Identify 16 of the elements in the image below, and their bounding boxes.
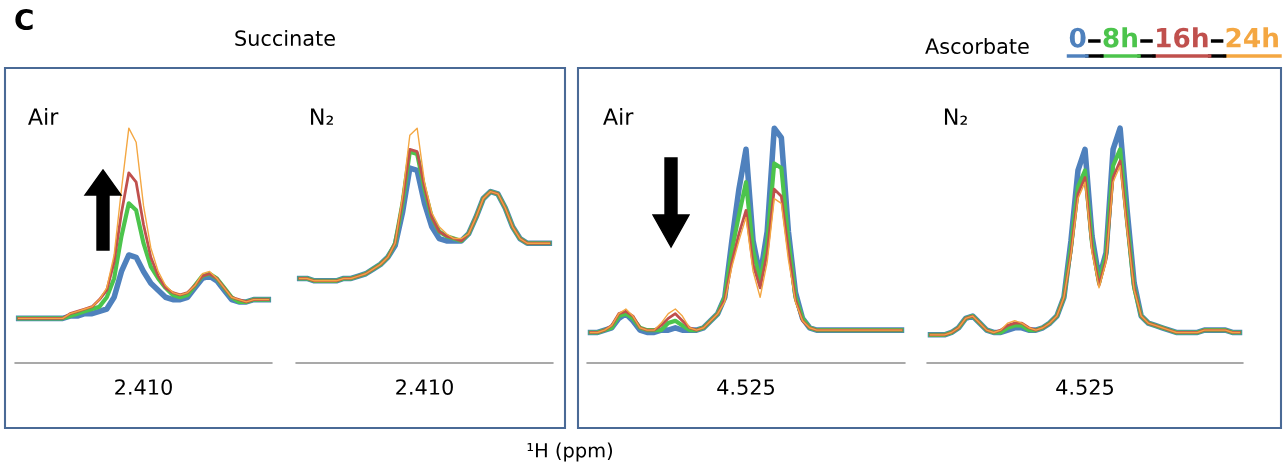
text: Air [28, 107, 59, 125]
chart-title: Ascorbate [925, 37, 1029, 55]
chart-title: Succinate [235, 29, 335, 47]
text: 24h [1226, 27, 1278, 48]
text: 16h [1157, 27, 1208, 48]
x-axis-title: ¹H (ppm) [527, 442, 613, 462]
text: N₂ [311, 108, 333, 125]
text: 4.525 [717, 379, 774, 395]
text: 2.410 [115, 379, 172, 395]
text: 2.410 [396, 379, 453, 395]
text: Air [603, 107, 634, 125]
text: 0 [1069, 27, 1086, 48]
text: 8h [1103, 27, 1137, 48]
text: 4.525 [1056, 379, 1113, 395]
text: N₂ [944, 108, 967, 125]
text: C [15, 9, 33, 31]
